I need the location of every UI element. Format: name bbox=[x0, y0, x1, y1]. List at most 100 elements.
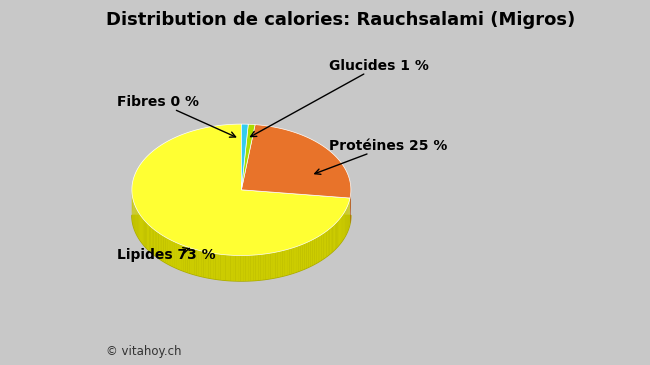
Polygon shape bbox=[226, 255, 228, 281]
Polygon shape bbox=[190, 248, 192, 274]
Polygon shape bbox=[183, 245, 185, 272]
Polygon shape bbox=[263, 254, 266, 280]
Polygon shape bbox=[160, 234, 162, 261]
Polygon shape bbox=[216, 254, 218, 280]
Polygon shape bbox=[270, 253, 273, 278]
Polygon shape bbox=[323, 232, 325, 259]
Polygon shape bbox=[169, 239, 171, 266]
Polygon shape bbox=[248, 255, 251, 281]
Polygon shape bbox=[196, 250, 199, 276]
Polygon shape bbox=[138, 212, 139, 239]
Polygon shape bbox=[165, 237, 167, 264]
Polygon shape bbox=[181, 245, 183, 271]
Polygon shape bbox=[203, 251, 206, 277]
Polygon shape bbox=[261, 254, 263, 280]
Polygon shape bbox=[233, 255, 235, 281]
Polygon shape bbox=[340, 217, 341, 244]
Polygon shape bbox=[289, 248, 292, 274]
Polygon shape bbox=[132, 215, 351, 281]
Text: Distribution de calories: Rauchsalami (Migros): Distribution de calories: Rauchsalami (M… bbox=[107, 11, 575, 29]
Polygon shape bbox=[155, 230, 157, 257]
Polygon shape bbox=[146, 222, 147, 248]
Polygon shape bbox=[258, 254, 261, 280]
Polygon shape bbox=[235, 255, 238, 281]
Polygon shape bbox=[151, 227, 152, 253]
Polygon shape bbox=[318, 235, 320, 262]
Polygon shape bbox=[342, 214, 343, 241]
Polygon shape bbox=[266, 254, 268, 280]
Polygon shape bbox=[179, 244, 181, 270]
Polygon shape bbox=[294, 247, 296, 273]
Polygon shape bbox=[298, 245, 300, 272]
Polygon shape bbox=[344, 211, 345, 238]
Polygon shape bbox=[223, 254, 226, 280]
Polygon shape bbox=[254, 255, 255, 281]
Polygon shape bbox=[164, 236, 165, 263]
Polygon shape bbox=[292, 247, 294, 274]
Polygon shape bbox=[211, 253, 213, 279]
Polygon shape bbox=[246, 255, 248, 281]
Polygon shape bbox=[283, 250, 285, 276]
Polygon shape bbox=[173, 241, 175, 268]
Polygon shape bbox=[251, 255, 254, 281]
Polygon shape bbox=[213, 253, 216, 279]
Polygon shape bbox=[148, 224, 150, 251]
Polygon shape bbox=[240, 255, 243, 281]
Polygon shape bbox=[334, 224, 335, 250]
Text: Lipides 73 %: Lipides 73 % bbox=[117, 247, 216, 262]
Polygon shape bbox=[311, 240, 313, 266]
Polygon shape bbox=[338, 220, 339, 246]
Polygon shape bbox=[199, 250, 202, 276]
Polygon shape bbox=[241, 124, 248, 190]
Polygon shape bbox=[171, 240, 173, 266]
Polygon shape bbox=[220, 254, 223, 280]
Polygon shape bbox=[185, 246, 188, 273]
Polygon shape bbox=[206, 252, 208, 278]
Text: Fibres 0 %: Fibres 0 % bbox=[117, 95, 235, 137]
Polygon shape bbox=[141, 216, 142, 243]
Polygon shape bbox=[328, 228, 330, 256]
Polygon shape bbox=[167, 238, 169, 265]
Polygon shape bbox=[150, 226, 151, 252]
Polygon shape bbox=[192, 249, 194, 274]
Polygon shape bbox=[317, 237, 318, 263]
Polygon shape bbox=[326, 230, 328, 257]
Polygon shape bbox=[159, 233, 160, 260]
Polygon shape bbox=[132, 124, 350, 256]
Polygon shape bbox=[320, 234, 322, 261]
Polygon shape bbox=[255, 255, 258, 280]
Text: Protéines 25 %: Protéines 25 % bbox=[315, 139, 447, 174]
Polygon shape bbox=[157, 231, 159, 258]
Polygon shape bbox=[273, 252, 276, 278]
Polygon shape bbox=[276, 252, 278, 278]
Polygon shape bbox=[152, 228, 153, 255]
Polygon shape bbox=[144, 220, 146, 247]
Polygon shape bbox=[330, 227, 331, 254]
Polygon shape bbox=[278, 251, 280, 277]
Polygon shape bbox=[218, 254, 220, 280]
Polygon shape bbox=[325, 231, 326, 258]
Polygon shape bbox=[322, 233, 323, 260]
Polygon shape bbox=[231, 255, 233, 281]
Polygon shape bbox=[153, 229, 155, 256]
Polygon shape bbox=[238, 255, 240, 281]
Polygon shape bbox=[315, 238, 317, 264]
Text: Glucides 1 %: Glucides 1 % bbox=[251, 59, 429, 137]
Polygon shape bbox=[302, 243, 305, 270]
Polygon shape bbox=[208, 253, 211, 278]
Polygon shape bbox=[140, 215, 141, 242]
Polygon shape bbox=[175, 242, 177, 269]
Polygon shape bbox=[241, 124, 351, 198]
Polygon shape bbox=[307, 242, 309, 268]
Polygon shape bbox=[285, 250, 287, 276]
Polygon shape bbox=[136, 209, 137, 236]
Polygon shape bbox=[287, 249, 289, 275]
Polygon shape bbox=[241, 124, 255, 190]
Polygon shape bbox=[137, 210, 138, 237]
Polygon shape bbox=[177, 243, 179, 269]
Polygon shape bbox=[135, 206, 136, 233]
Polygon shape bbox=[296, 246, 298, 272]
Polygon shape bbox=[142, 218, 143, 245]
Polygon shape bbox=[339, 218, 340, 245]
Polygon shape bbox=[280, 251, 283, 277]
